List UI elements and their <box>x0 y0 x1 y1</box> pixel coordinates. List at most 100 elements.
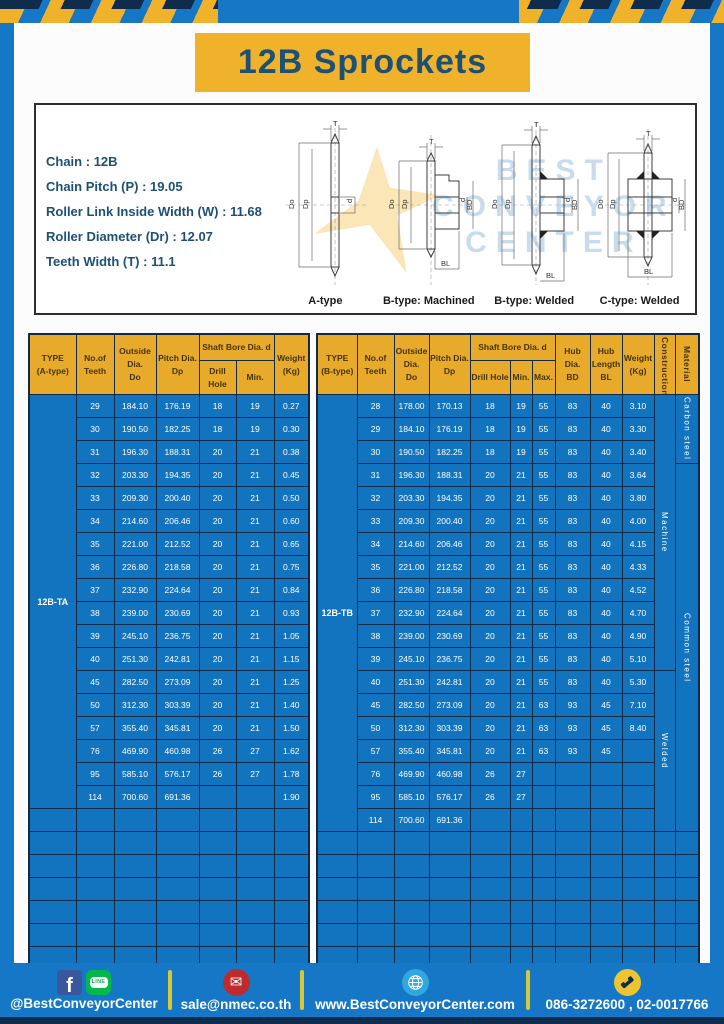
data-cell <box>198 785 237 809</box>
data-cell: 20 <box>198 624 237 648</box>
column-header: Pitch Dia. Dp <box>428 333 471 395</box>
data-cell: 21 <box>509 647 533 671</box>
empty-cell <box>621 854 655 878</box>
email-icon: ✉ <box>222 968 250 996</box>
empty-row <box>316 831 700 855</box>
empty-cell <box>273 808 310 832</box>
empty-cell <box>653 923 676 947</box>
data-cell: 20 <box>469 670 511 694</box>
data-cell: 34 <box>75 509 115 533</box>
data-cell: 1.25 <box>273 670 310 694</box>
empty-cell <box>113 923 157 947</box>
data-cell: 0.65 <box>273 532 310 556</box>
empty-cell <box>531 831 556 855</box>
data-cell: 0.27 <box>273 394 310 418</box>
empty-cell <box>198 877 237 901</box>
data-cell: 31 <box>75 440 115 464</box>
data-cell <box>621 739 655 763</box>
empty-cell <box>674 877 700 901</box>
empty-cell <box>653 831 676 855</box>
footer-social-section: f LINE @BestConveyorCenter <box>0 969 168 1011</box>
svg-text:BL: BL <box>644 267 653 276</box>
column-header: No.of Teeth <box>356 333 395 395</box>
data-cell: 221.00 <box>113 532 157 556</box>
empty-cell <box>28 808 77 832</box>
empty-cell <box>469 854 511 878</box>
empty-cell <box>75 831 115 855</box>
data-cell <box>554 785 591 809</box>
data-cell: 3.80 <box>621 486 655 510</box>
empty-cell <box>531 923 556 947</box>
svg-text:Do: Do <box>596 199 605 209</box>
column-header: TYPE (A-type) <box>28 333 77 395</box>
data-cell: 83 <box>554 417 591 441</box>
data-cell: 232.90 <box>113 578 157 602</box>
table-row: 39 245.10 236.75 20 21 1.05 <box>29 624 310 648</box>
sprocket-drawing-a: T Do Dp d <box>285 119 370 285</box>
data-cell: 83 <box>554 394 591 418</box>
data-cell: 1.05 <box>273 624 310 648</box>
data-cell <box>554 808 591 832</box>
empty-cell <box>428 923 471 947</box>
data-cell: 40 <box>589 647 623 671</box>
data-cell: 20 <box>469 624 511 648</box>
data-cell: 236.75 <box>428 647 471 671</box>
data-cell: 83 <box>554 509 591 533</box>
title-banner: 12B Sprockets <box>195 33 530 92</box>
column-header: Weight (Kg) <box>621 333 655 395</box>
empty-cell <box>674 923 700 947</box>
data-cell: 21 <box>235 532 275 556</box>
data-cell: 40 <box>589 417 623 441</box>
data-cell <box>531 808 556 832</box>
data-cell <box>531 762 556 786</box>
empty-cell <box>75 877 115 901</box>
data-cell: 55 <box>531 440 556 464</box>
spec-line: Roller Diameter (Dr) : 12.07 <box>46 229 213 244</box>
data-cell: 55 <box>531 463 556 487</box>
table-row: 29 184.10 176.19 18 19 55 83 40 3.30 <box>317 417 699 441</box>
table-row: 57 355.40 345.81 20 21 1.50 <box>29 716 310 740</box>
empty-cell <box>198 831 237 855</box>
table-row: 50 312.30 303.39 20 21 63 93 45 8.40 <box>317 716 699 740</box>
data-cell: 242.81 <box>155 647 200 671</box>
column-header: Outside Dia. Do <box>393 333 430 395</box>
table-row: 30 190.50 182.25 18 19 55 83 40 3.40 <box>317 440 699 464</box>
data-cell: 63 <box>531 716 556 740</box>
data-cell: 50 <box>75 693 115 717</box>
empty-cell <box>28 831 77 855</box>
footer-website-section: www.BestConveyorCenter.com <box>304 968 526 1012</box>
table-row: 38 239.00 230.69 20 21 55 83 40 4.90 <box>317 624 699 648</box>
data-cell: 40 <box>589 394 623 418</box>
data-cell: 303.39 <box>428 716 471 740</box>
data-cell: 55 <box>531 394 556 418</box>
data-cell: 0.50 <box>273 486 310 510</box>
data-cell: 585.10 <box>113 762 157 786</box>
data-cell: 21 <box>235 486 275 510</box>
data-cell: 38 <box>356 624 395 648</box>
data-cell: 93 <box>554 716 591 740</box>
data-cell: 206.46 <box>428 532 471 556</box>
data-cell: 20 <box>469 601 511 625</box>
data-cell: 576.17 <box>428 785 471 809</box>
footer-divider <box>526 970 530 1010</box>
data-cell: 184.10 <box>393 417 430 441</box>
data-cell: 4.00 <box>621 509 655 533</box>
data-cell: 203.30 <box>113 463 157 487</box>
empty-cell <box>674 854 700 878</box>
data-cell: 21 <box>509 693 533 717</box>
data-cell: 83 <box>554 532 591 556</box>
table-row: 45 282.50 273.09 20 21 1.25 <box>29 670 310 694</box>
data-cell: 1.90 <box>273 785 310 809</box>
watermark-star <box>313 146 441 274</box>
data-cell: 55 <box>531 624 556 648</box>
data-cell: 37 <box>356 601 395 625</box>
data-cell: 21 <box>509 716 533 740</box>
header-row: Drill Hole Min. <box>29 360 309 395</box>
empty-cell <box>509 877 533 901</box>
empty-cell <box>653 877 676 901</box>
data-cell: 196.30 <box>113 440 157 464</box>
type-cell: 12B-TA <box>28 394 77 809</box>
svg-text:T: T <box>646 129 651 138</box>
column-header: Drill Hole <box>469 360 511 395</box>
data-cell: 18 <box>469 417 511 441</box>
